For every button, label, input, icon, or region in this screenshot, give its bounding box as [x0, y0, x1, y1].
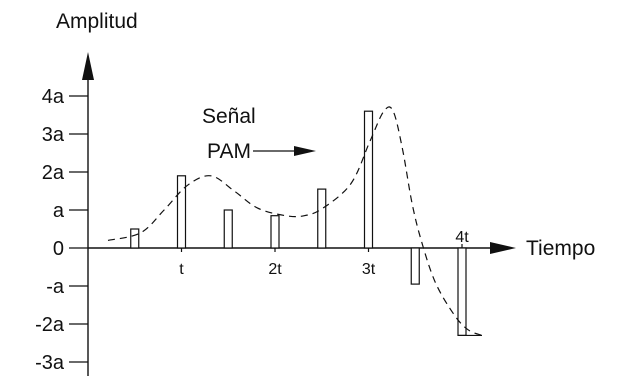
y-tick-label: 3a: [42, 124, 65, 146]
y-tick-label: 2a: [42, 162, 65, 184]
y-axis-arrowhead: [82, 52, 94, 80]
pam-pulse: [317, 188, 327, 249]
signal-envelope: [107, 106, 483, 336]
y-tick-label: a: [53, 200, 65, 222]
y-tick-label: -2a: [35, 314, 65, 336]
y-tick-label: 4a: [42, 86, 65, 108]
pam-pulse: [130, 228, 140, 249]
pam-pulse: [363, 110, 374, 249]
y-tick-label: -a: [46, 276, 65, 298]
pam-pulse: [223, 209, 233, 249]
x-tick-label: 4t: [455, 229, 469, 246]
pam-pulse: [410, 247, 420, 285]
pulses: [130, 110, 482, 337]
pam-pulse: [176, 175, 187, 249]
x-axis-arrowhead: [490, 242, 516, 254]
x-tick-label: 3t: [362, 261, 376, 278]
x-tick-label: 2t: [268, 261, 282, 278]
pam-pulse: [270, 215, 280, 249]
y-axis-title: Amplitud: [56, 10, 138, 33]
y-tick-label: -3a: [35, 352, 65, 374]
signal-label-line2: PAM: [207, 140, 251, 163]
y-tick-label: 0: [53, 238, 64, 260]
signal-label-line1: Señal: [202, 105, 256, 128]
x-tick-label: t: [179, 261, 184, 278]
signal-pointer-arrowhead: [294, 146, 316, 156]
y-ticks: 4a 3a 2a a 0 -a -2a -3a: [35, 86, 88, 374]
x-axis-title: Tiempo: [526, 237, 595, 260]
